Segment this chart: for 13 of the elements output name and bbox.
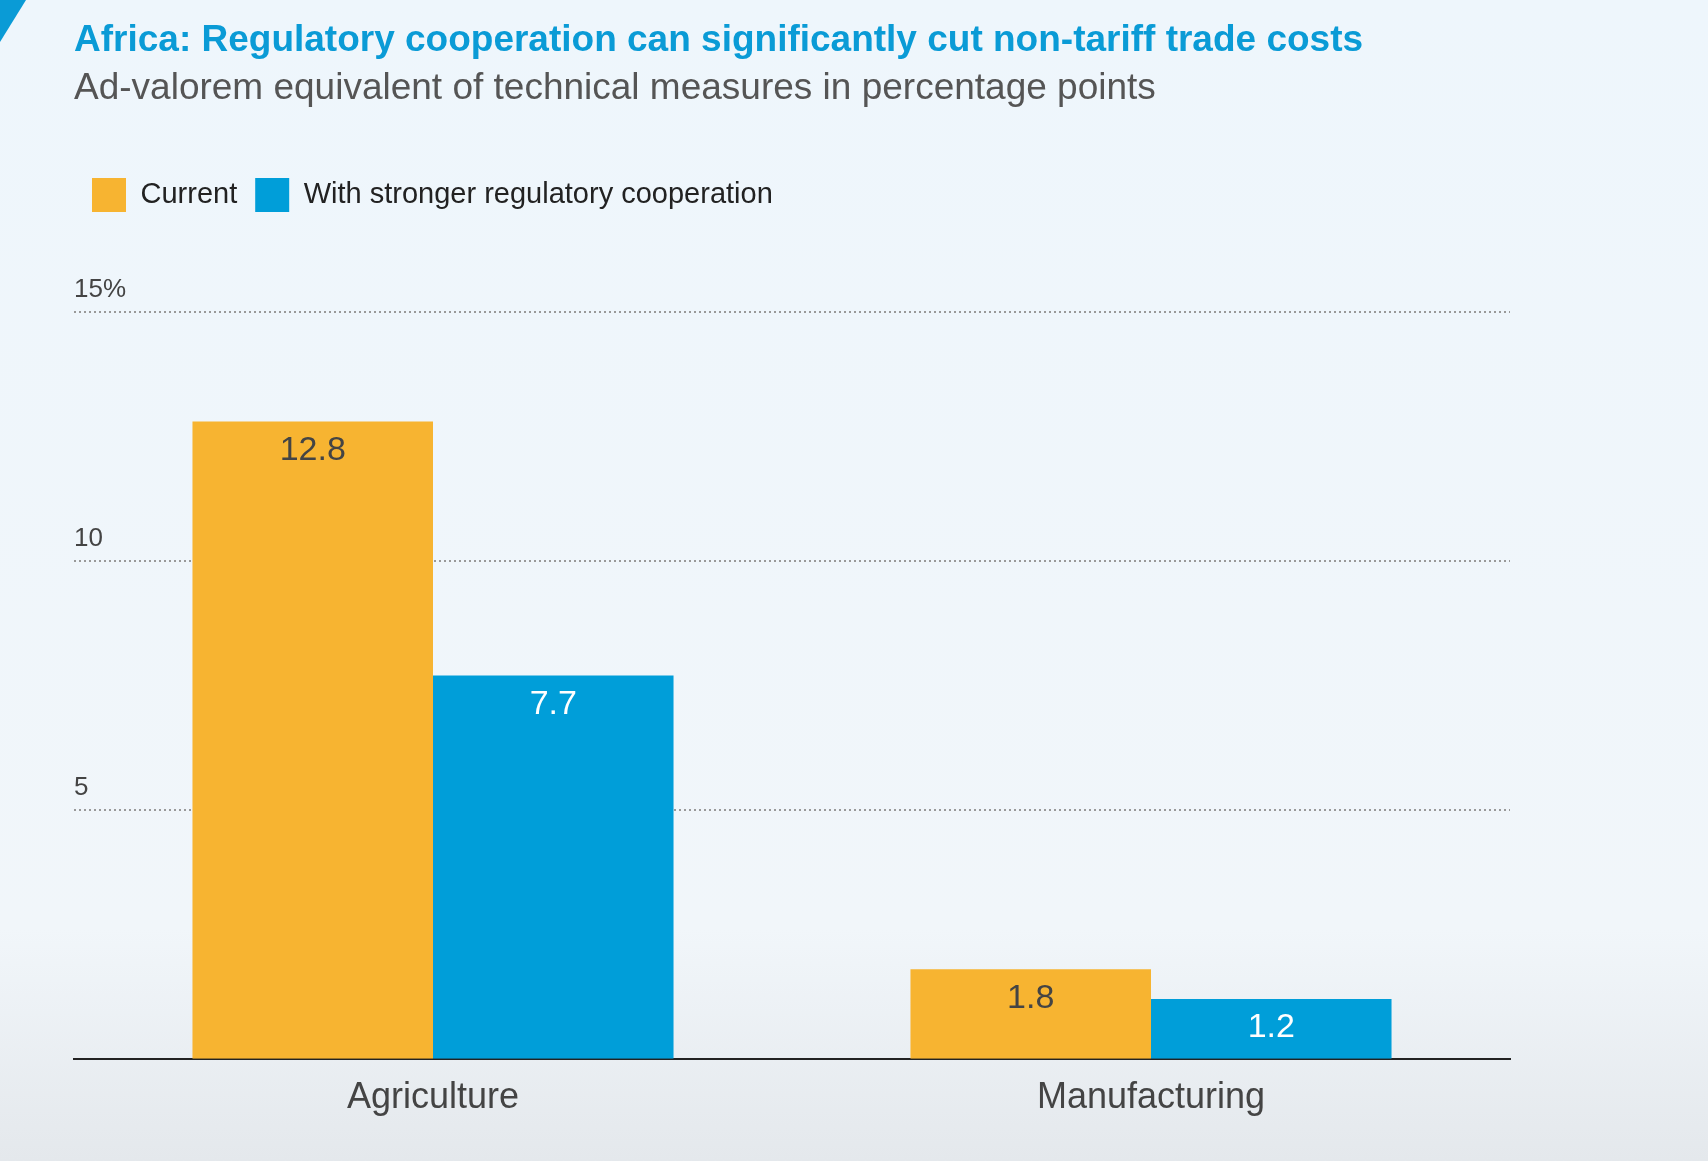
data-label: 7.7	[529, 682, 577, 721]
y-tick-label: 5	[74, 771, 89, 802]
x-tick-label: Agriculture	[346, 1075, 520, 1117]
x-tick-label: Manufacturing	[1036, 1075, 1266, 1117]
legend-label: With stronger regulatory cooperation	[303, 177, 773, 209]
data-label: 1.8	[1007, 976, 1055, 1015]
legend-label: Current	[140, 177, 238, 209]
chart-subtitle: Ad-valorem equivalent of technical measures in percentage points	[74, 66, 1156, 108]
y-tick-label: 10	[74, 522, 103, 553]
y-tick-label: 15%	[74, 273, 127, 304]
data-label: 1.2	[1247, 1006, 1295, 1045]
data-label: 12.8	[279, 428, 346, 467]
chart-title: Africa: Regulatory cooperation can significantly cut non-tariff trade costs	[74, 18, 1364, 60]
